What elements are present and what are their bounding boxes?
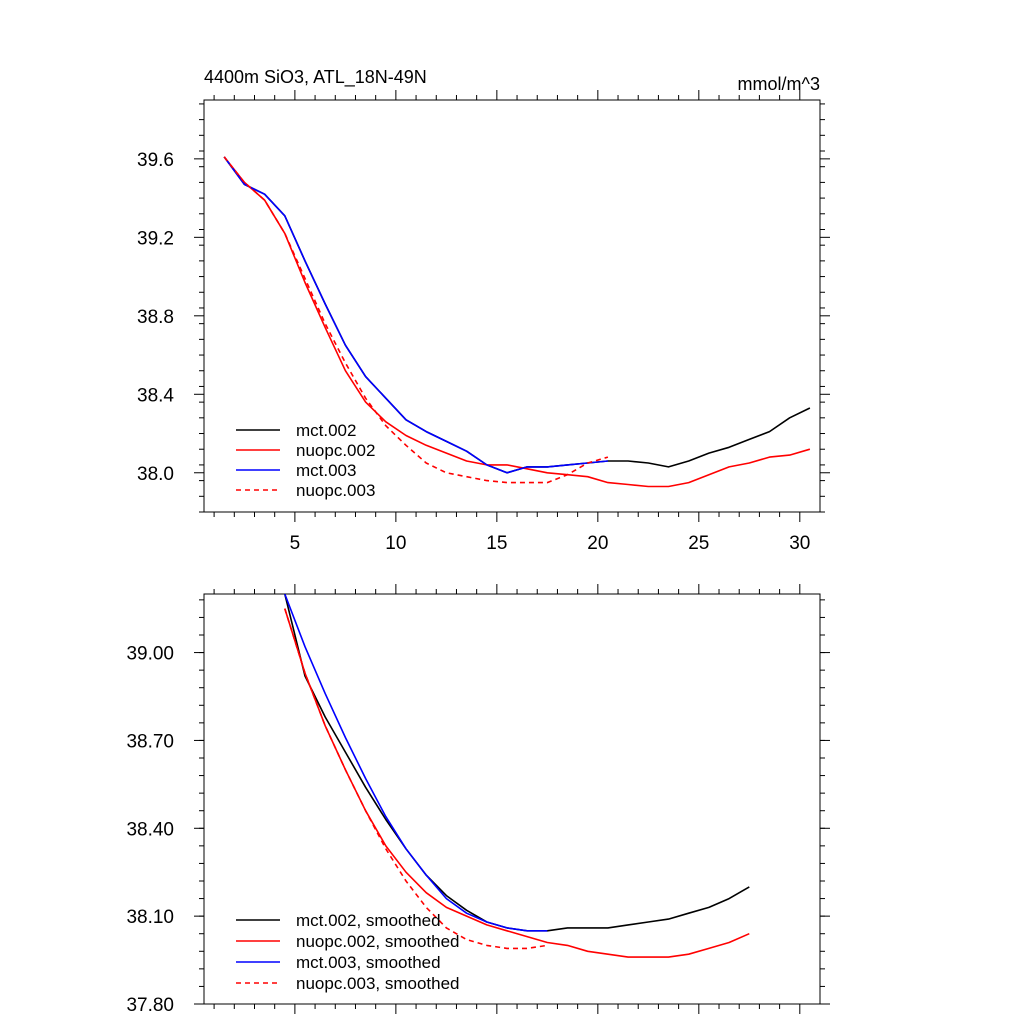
legend-label: mct.002, smoothed	[296, 911, 441, 930]
legend-label: nuopc.002, smoothed	[296, 932, 460, 951]
series-group	[284, 594, 750, 958]
y-tick-label: 38.0	[137, 464, 174, 485]
y-tick-label: 39.2	[137, 228, 174, 249]
legend-label: mct.003	[296, 461, 356, 480]
legend-label: nuopc.002	[296, 441, 375, 460]
series-line-nuopc-002	[223, 156, 811, 488]
series-line-mct-003	[223, 156, 608, 474]
y-tick-label: 38.10	[126, 907, 174, 928]
x-tick-label: 15	[486, 533, 507, 554]
series-group	[223, 156, 811, 488]
series-line-mct-003-smoothed	[284, 594, 548, 932]
series-line-nuopc-003	[223, 156, 609, 484]
chart-title: 4400m SiO3, ATL_18N-49N	[204, 67, 427, 88]
series-line-nuopc-003-smoothed	[284, 608, 548, 950]
x-tick-label: 30	[789, 533, 810, 554]
y-tick-label: 37.80	[126, 995, 174, 1016]
y-tick-label: 38.40	[126, 819, 174, 840]
chart-panel-1: 5 10 15 20 25 30 38.0 38.4 38.8 39.2 39.6 4400m SiO…	[137, 67, 830, 554]
legend-label: mct.003, smoothed	[296, 953, 441, 972]
plot-frame	[203, 99, 821, 513]
units-label: mmol/m^3	[738, 74, 820, 94]
y-tick-label: 38.4	[137, 385, 174, 406]
x-tick-label: 25	[688, 533, 709, 554]
legend-label: nuopc.003	[296, 481, 375, 500]
x-tick-label: 20	[587, 533, 608, 554]
x-tick-label: 5	[290, 533, 301, 554]
legend-label: mct.002	[296, 421, 356, 440]
plot-frame	[203, 593, 821, 1005]
series-line-nuopc-002-smoothed	[284, 608, 750, 958]
chart-panel-2: 37.80 38.10 38.40 38.70 39.00 mct.002, smooth…	[126, 584, 830, 1016]
y-tick-label: 39.6	[137, 150, 174, 171]
y-tick-label: 39.00	[126, 644, 174, 665]
y-tick-label: 38.70	[126, 731, 174, 752]
series-line-mct-002-smoothed	[284, 594, 750, 932]
x-tick-label: 10	[385, 533, 406, 554]
y-tick-label: 38.8	[137, 307, 174, 328]
legend-label: nuopc.003, smoothed	[296, 974, 460, 993]
